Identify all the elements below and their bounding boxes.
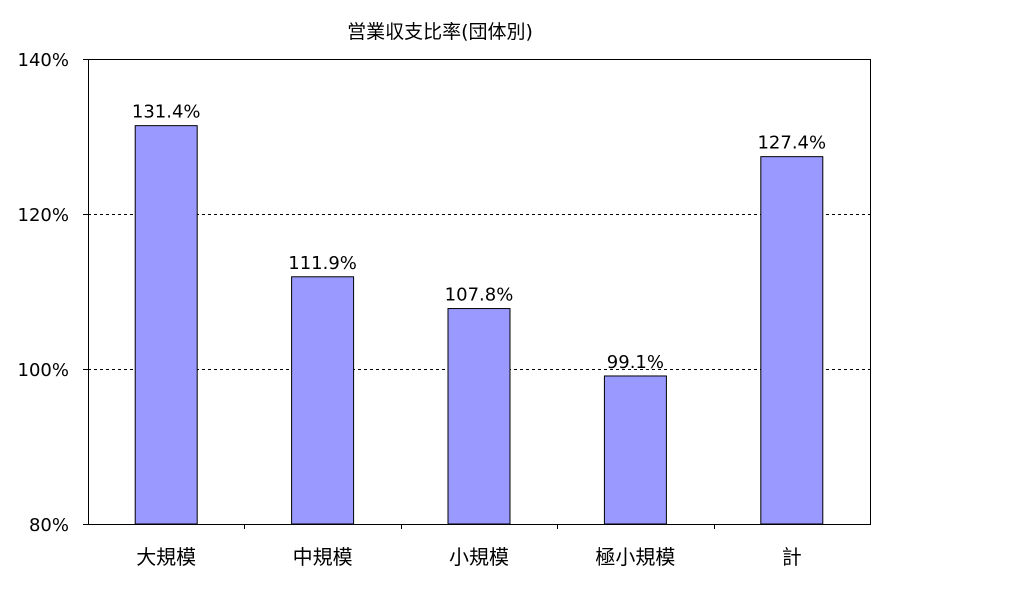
value-label: 99.1% xyxy=(607,352,664,373)
value-label: 127.4% xyxy=(757,133,826,154)
category-label: 中規模 xyxy=(293,545,353,569)
bar-2 xyxy=(447,308,511,525)
category-label: 極小規模 xyxy=(595,545,675,569)
y-tick-label: 100% xyxy=(18,360,69,381)
chart-title: 営業収支比率(団体別) xyxy=(347,21,533,43)
value-label: 111.9% xyxy=(288,253,357,274)
y-tick-label: 80% xyxy=(29,515,69,536)
y-tick-label: 140% xyxy=(18,50,69,71)
value-label: 107.8% xyxy=(445,285,514,306)
bar-4 xyxy=(760,156,824,525)
axes xyxy=(83,59,871,529)
bar-3 xyxy=(603,375,667,525)
plot-area-border xyxy=(88,59,871,525)
labels: 80% 100% 120% 140% 131.4% 大規模 111.9% 中規模 107.8% 小… xyxy=(18,50,827,569)
category-label: 大規模 xyxy=(136,545,196,569)
value-label: 131.4% xyxy=(132,102,201,123)
y-tick-label: 120% xyxy=(18,205,69,226)
category-label: 計 xyxy=(782,545,802,569)
category-label: 小規模 xyxy=(449,545,509,569)
bars xyxy=(134,125,824,525)
bar-0 xyxy=(134,125,198,525)
bar-1 xyxy=(291,276,355,525)
